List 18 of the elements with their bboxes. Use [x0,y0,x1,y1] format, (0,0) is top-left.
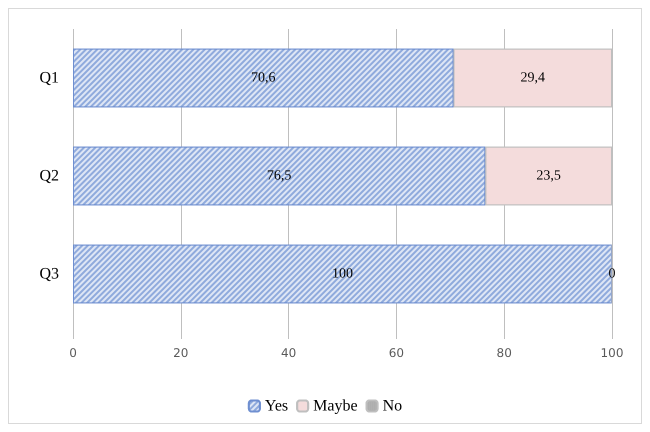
y-tick-label: Q2 [39,168,59,184]
x-tick-label: 40 [280,346,296,360]
x-tick-label: 100 [600,346,624,360]
data-label: 23,5 [536,168,561,184]
data-label: 70,6 [251,70,276,86]
y-tick-label: Q3 [39,266,59,282]
data-label: 76,5 [266,168,292,184]
data-label: 100 [332,266,353,282]
x-tick-label: 80 [496,346,512,360]
legend-label: No [382,398,402,414]
x-tick-label: 60 [388,346,404,360]
data-label: 0 [608,266,616,282]
legend-label: Yes [264,398,288,414]
data-label: 29,4 [520,70,546,86]
y-tick-label: Q1 [39,70,59,86]
x-tick-label: 20 [173,346,188,360]
legend-label: Maybe [313,398,358,414]
x-tick-label: 0 [69,346,77,360]
